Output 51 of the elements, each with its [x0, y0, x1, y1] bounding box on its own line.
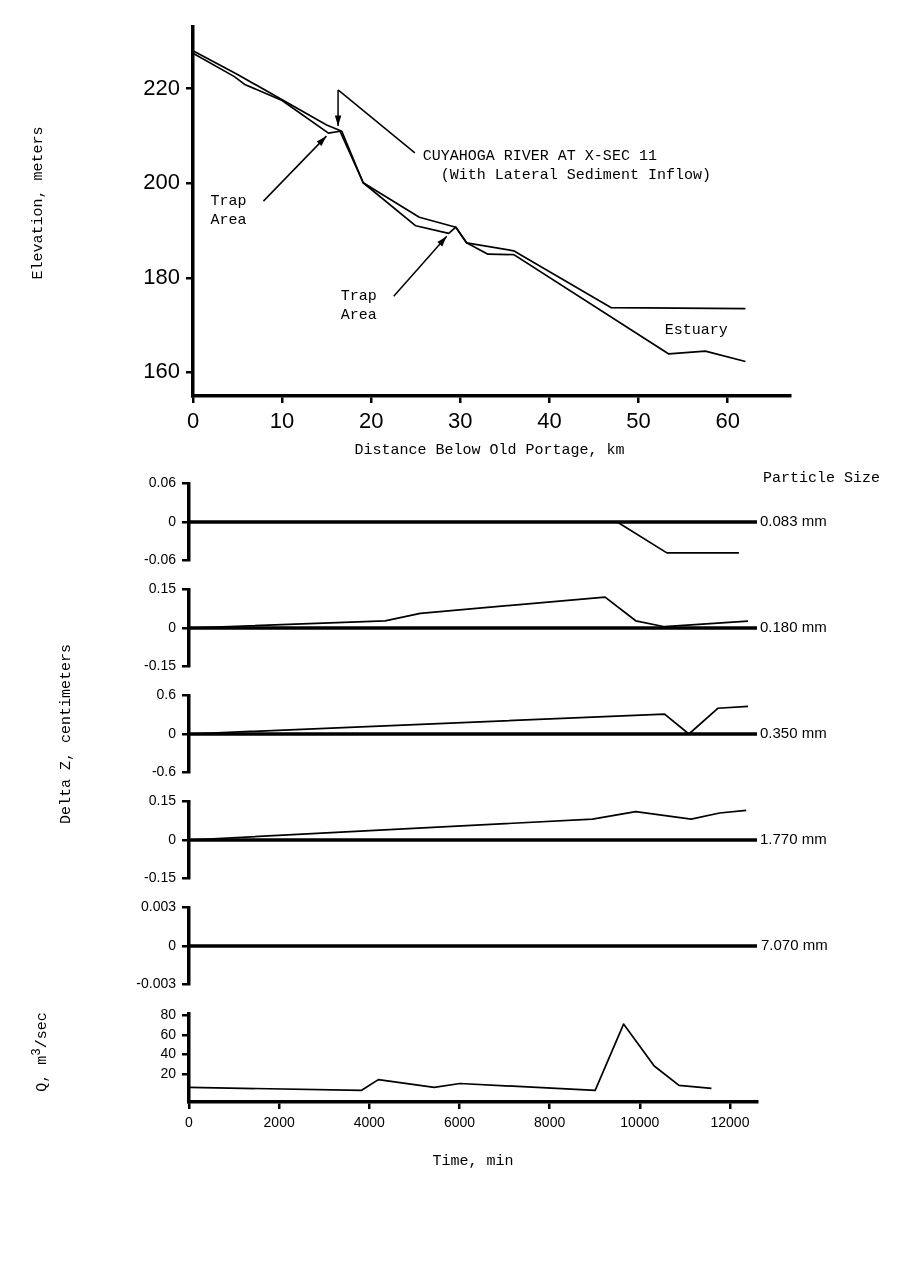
x-tick-label: 12000 — [710, 1114, 750, 1131]
x-tick-label: 60 — [715, 408, 740, 434]
x-tick-label: 0 — [185, 1114, 194, 1131]
y-tick-label: -0.003 — [136, 975, 177, 992]
y-tick-label: 0 — [168, 936, 177, 953]
annotation: Estuary — [664, 321, 728, 339]
y-tick-label: -0.6 — [151, 763, 177, 780]
y-tick-label: 0 — [168, 512, 177, 529]
y-tick-label: 200 — [143, 169, 180, 195]
ref-line-label: 0.180 mm — [760, 618, 827, 636]
y-tick-label: -0.06 — [144, 551, 177, 568]
y-axis-title: Elevation, meters — [30, 126, 47, 280]
y-tick-label: -0.15 — [144, 657, 177, 674]
text: Particle Size — [762, 470, 880, 488]
y-tick-label: 0 — [168, 618, 177, 635]
y-tick-label: 40 — [160, 1045, 177, 1062]
y-tick-label: 180 — [143, 263, 180, 289]
x-tick-label: 2000 — [263, 1114, 295, 1131]
annotation: Trap Area — [340, 287, 377, 324]
y-tick-label: 220 — [143, 74, 180, 100]
y-tick-label: 0.15 — [148, 580, 177, 597]
x-tick-label: 20 — [358, 408, 384, 434]
y-axis-title: Delta Z, centimeters — [58, 643, 75, 825]
x-tick-label: 6000 — [443, 1114, 476, 1131]
y-tick-label: -0.15 — [144, 869, 177, 886]
y-tick-label: 0.15 — [148, 792, 177, 809]
x-tick-label: 8000 — [534, 1114, 566, 1131]
ref-line-label: 0.350 mm — [760, 724, 827, 742]
annotation: Trap Area — [210, 192, 247, 229]
x-tick-label: 4000 — [353, 1114, 386, 1131]
x-tick-label: 0 — [186, 408, 200, 434]
x-tick-label: 10 — [269, 408, 295, 434]
y-tick-label: 20 — [160, 1064, 177, 1081]
y-tick-label: 0.6 — [156, 686, 177, 703]
ref-line-label: 0.083 mm — [760, 512, 827, 530]
x-axis-title: Time, min — [431, 1152, 515, 1172]
y-tick-label: 60 — [160, 1025, 177, 1042]
x-tick-label: 10000 — [620, 1114, 660, 1131]
x-tick-label: 30 — [448, 408, 473, 434]
x-tick-label: 50 — [626, 408, 651, 434]
y-tick-label: 80 — [160, 1006, 177, 1023]
ref-line-label: 1.770 mm — [760, 830, 827, 848]
x-tick-label: 40 — [537, 408, 562, 434]
y-tick-label: 0.06 — [148, 474, 177, 491]
series-label: 7.070 mm — [761, 936, 828, 954]
y-tick-label: 160 — [143, 358, 180, 384]
x-axis-title: Distance Below Old Portage, km — [353, 441, 626, 461]
y-tick-label: 0 — [168, 724, 177, 741]
y-tick-label: 0.003 — [140, 898, 177, 915]
annotation: CUYAHOGA RIVER AT X-SEC 11 (With Lateral Sediment Inflow) — [422, 148, 711, 185]
y-tick-label: 0 — [168, 830, 177, 847]
